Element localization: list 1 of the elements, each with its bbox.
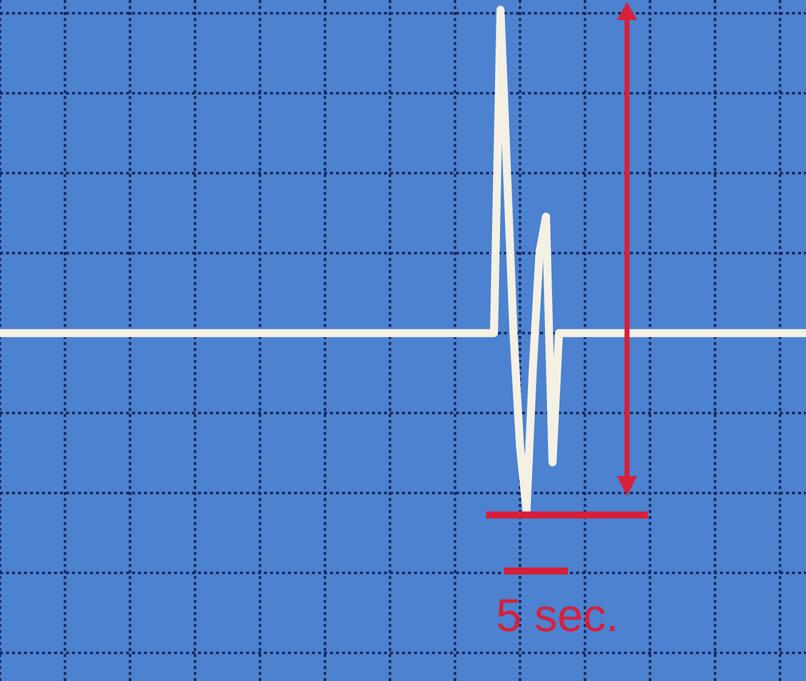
text: 5 sec.	[496, 589, 619, 641]
